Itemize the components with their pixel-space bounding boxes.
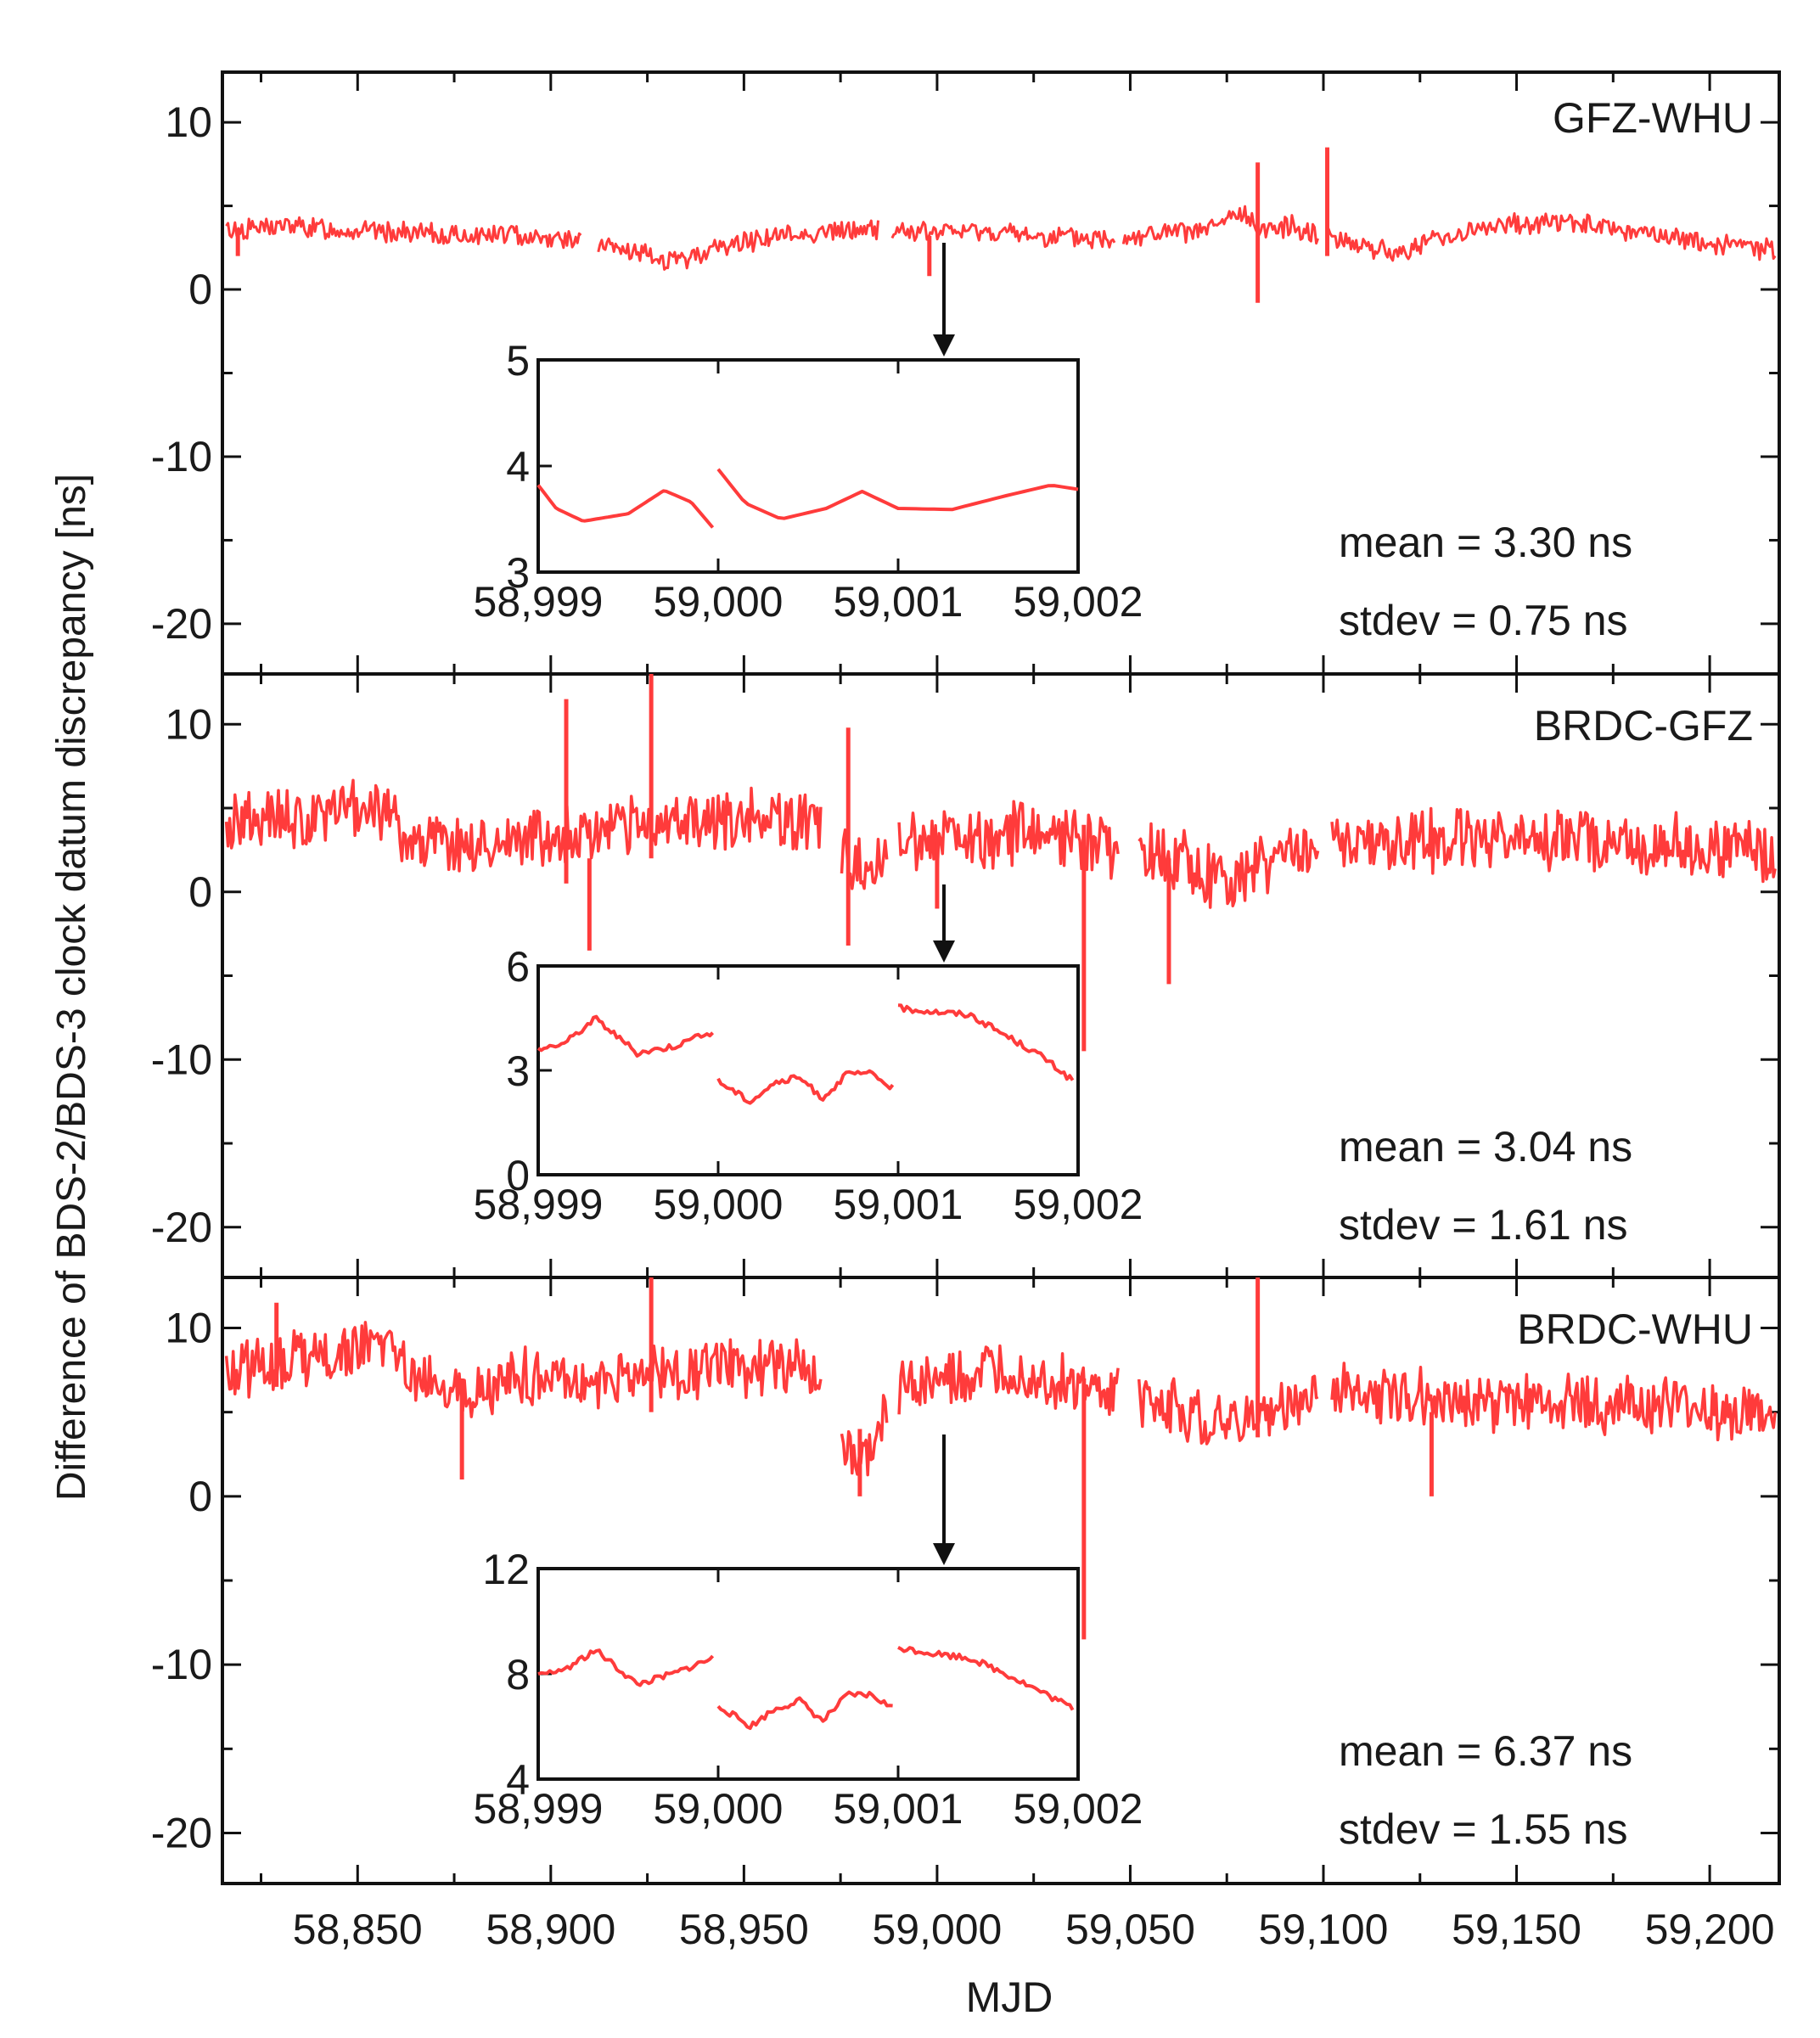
inset-y-tick-label: 8: [506, 1651, 530, 1698]
y-tick-label: 10: [165, 700, 212, 748]
series-line: [224, 1321, 1777, 1477]
y-tick-label: -20: [151, 1204, 212, 1251]
inset-series-line: [537, 1648, 715, 1687]
inset-series-line: [897, 1003, 1075, 1081]
inset-y-tick-label: 4: [506, 443, 530, 491]
inset-y-tick-label: 4: [506, 1756, 530, 1804]
inset-frame: [536, 358, 1080, 574]
inset-x-tick-label: 58,999: [474, 1785, 604, 1833]
inset-x-tick-label: 59,002: [1014, 578, 1143, 626]
inset-frame: [536, 1567, 1080, 1781]
panel-tick-labels: 10 0 -10 -20: [151, 98, 212, 648]
inset-brdc-whu: 58,999 59,000 59,001 59,002 12 8 4: [474, 1434, 1143, 1833]
inset-y-tick-label: 0: [506, 1152, 530, 1199]
inset-x-tick-label: 58,999: [474, 1181, 604, 1228]
y-axis-label: Difference of BDS-2/BDS-3 clock datum di…: [49, 474, 94, 1501]
inset-y-tick-label: 12: [482, 1546, 530, 1593]
inset-x-tick-label: 59,001: [834, 1785, 963, 1833]
inset-y-tick-label: 5: [506, 337, 530, 385]
inset-x-tick-label: 58,999: [474, 578, 604, 626]
inset-pointer-arrowhead: [933, 1543, 955, 1565]
x-tick-label: 58,850: [293, 1906, 423, 1953]
panel-brdc-whu: 58,999 59,000 59,001 59,002 12 8 4 10 0 -10 -20 B…: [151, 1276, 1781, 1885]
inset-brdc-gfz: 58,999 59,000 59,001 59,002 6 3 0: [474, 884, 1143, 1228]
panel-title: BRDC-WHU: [1517, 1305, 1753, 1353]
inset-x-tick-label: 59,002: [1014, 1181, 1143, 1228]
inset-y-tick-label: 3: [506, 1047, 530, 1095]
panel-title: BRDC-GFZ: [1534, 702, 1753, 750]
y-tick-label: 0: [188, 1473, 212, 1520]
x-tick-label: 59,100: [1259, 1906, 1389, 1953]
inset-x-tick-label: 59,001: [834, 1181, 963, 1228]
x-tick-label: 58,900: [486, 1906, 615, 1953]
x-tick-label: 59,050: [1065, 1906, 1195, 1953]
inset-pointer-arrowhead: [933, 334, 955, 357]
inset-gfz-whu: 58,999 59,000 59,001 59,002 5 4 3: [474, 243, 1143, 626]
inset-frame: [536, 964, 1080, 1176]
stdev-annotation: stdev = 1.61 ns: [1339, 1201, 1628, 1249]
y-tick-label: -10: [151, 1641, 212, 1688]
stdev-annotation: stdev = 0.75 ns: [1339, 597, 1628, 644]
inset-x-tick-label: 59,000: [654, 578, 784, 626]
inset-x-tick-label: 59,002: [1014, 1785, 1143, 1833]
panel-brdc-gfz: 58,999 59,000 59,001 59,002 6 3 0 10 0 -10 -20 BR…: [151, 672, 1781, 1279]
y-tick-label: -20: [151, 600, 212, 648]
y-tick-label: -20: [151, 1810, 212, 1857]
inset-series-line: [716, 1690, 893, 1731]
y-tick-label: -10: [151, 433, 212, 480]
x-tick-label: 59,200: [1645, 1906, 1775, 1953]
x-tick-label: 59,000: [872, 1906, 1002, 1953]
y-tick-label: 0: [188, 868, 212, 916]
inset-x-tick-label: 59,000: [654, 1785, 784, 1833]
inset-pointer-arrowhead: [933, 940, 955, 963]
inset-x-tick-label: 59,001: [834, 578, 963, 626]
series-brdc-whu: [224, 1277, 1777, 1640]
y-tick-label: 10: [165, 1305, 212, 1352]
panel-tick-labels: 10 0 -10 -20: [151, 1305, 212, 1857]
panel-title: GFZ-WHU: [1553, 94, 1753, 142]
inset-x-tick-label: 59,000: [654, 1181, 784, 1228]
panel-tick-labels: 10 0 -10 -20: [151, 700, 212, 1251]
inset-series-line: [897, 1646, 1075, 1711]
inset-series-line: [536, 1014, 715, 1058]
mean-annotation: mean = 6.37 ns: [1339, 1727, 1632, 1775]
y-tick-label: 10: [165, 98, 212, 146]
panel-gfz-whu: 58,999 59,000 59,001 59,002 5 4 3 10 0 -10 -20 GF…: [151, 70, 1781, 676]
mean-annotation: mean = 3.30 ns: [1339, 519, 1632, 566]
series-brdc-gfz: [224, 674, 1777, 1052]
x-tick-labels: 58,850 58,900 58,950 59,000 59,050 59,100 59,1…: [293, 1906, 1775, 1953]
y-tick-label: 0: [188, 266, 212, 313]
inset-y-tick-label: 6: [506, 943, 530, 991]
inset-series-line: [536, 484, 715, 529]
x-tick-label: 59,150: [1452, 1906, 1581, 1953]
series-line: [225, 205, 1777, 271]
inset-y-tick-label: 3: [506, 549, 530, 597]
panel-ticks: [221, 1276, 1781, 1885]
x-tick-label: 58,950: [679, 1906, 809, 1953]
y-tick-label: -10: [151, 1036, 212, 1083]
x-axis-label: MJD: [966, 1973, 1053, 2021]
stdev-annotation: stdev = 1.55 ns: [1339, 1805, 1628, 1853]
series-line: [224, 778, 1777, 909]
inset-series-line: [716, 468, 1079, 520]
series-gfz-whu: [225, 147, 1777, 303]
mean-annotation: mean = 3.04 ns: [1339, 1123, 1632, 1171]
inset-series-line: [716, 1069, 895, 1105]
